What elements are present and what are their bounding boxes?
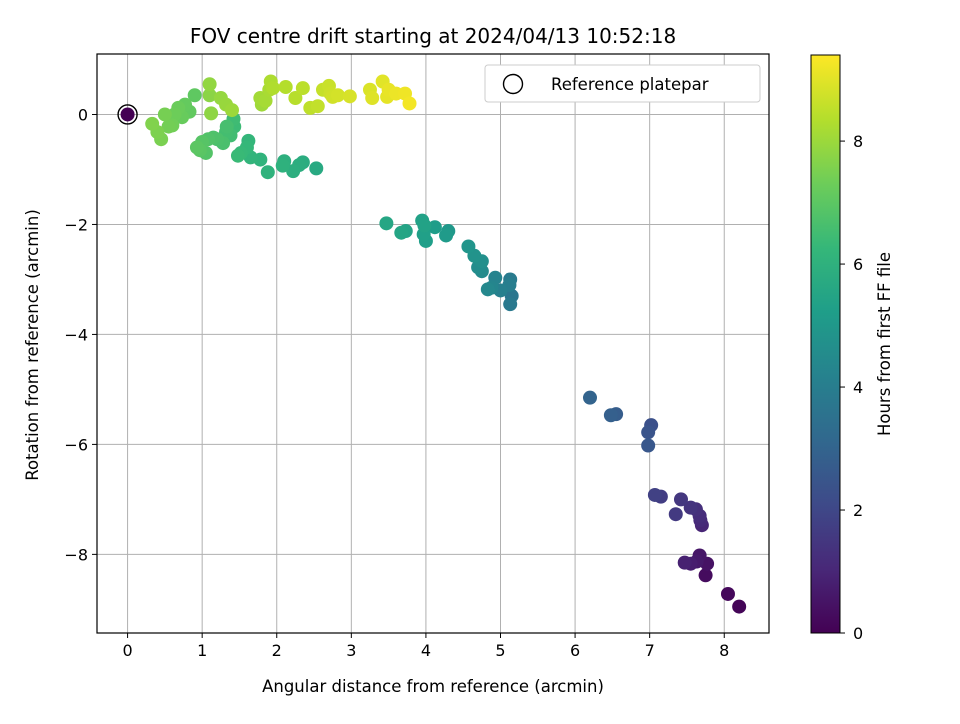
x-axis-label: Angular distance from reference (arcmin) bbox=[262, 677, 604, 696]
data-point bbox=[258, 93, 273, 108]
colorbar-tick-label: 2 bbox=[853, 501, 863, 520]
x-tick-label: 4 bbox=[421, 641, 431, 660]
data-point bbox=[461, 239, 476, 254]
colorbar-tick-label: 4 bbox=[853, 378, 863, 397]
data-point bbox=[641, 425, 656, 440]
data-point bbox=[187, 88, 202, 103]
data-point bbox=[427, 220, 442, 235]
legend: Reference platepar bbox=[484, 64, 761, 103]
y-tick-label: 0 bbox=[78, 105, 88, 124]
data-point bbox=[202, 88, 217, 103]
x-tick-label: 7 bbox=[645, 641, 655, 660]
colorbar: 0 2 4 6 8 Hours from first FF file bbox=[810, 54, 894, 643]
data-point bbox=[189, 140, 204, 155]
plot-frame bbox=[96, 53, 770, 634]
data-point bbox=[668, 507, 683, 522]
data-point bbox=[402, 96, 417, 111]
x-axis-ticks: 0 1 2 3 4 5 6 7 8 bbox=[122, 633, 729, 660]
x-tick-label: 2 bbox=[272, 641, 282, 660]
colorbar-tick-label: 0 bbox=[853, 624, 863, 643]
colorbar-ticks: 0 2 4 6 8 bbox=[840, 132, 863, 643]
data-point bbox=[204, 106, 219, 121]
data-point bbox=[582, 390, 597, 405]
y-tick-label: −6 bbox=[64, 435, 88, 454]
colorbar-tick-label: 6 bbox=[853, 255, 863, 274]
colorbar-tick-label: 8 bbox=[853, 132, 863, 151]
data-point bbox=[417, 218, 432, 233]
x-tick-label: 5 bbox=[495, 641, 505, 660]
data-point bbox=[286, 164, 301, 179]
legend-label-reference: Reference platepar bbox=[551, 75, 709, 94]
data-point bbox=[379, 216, 394, 231]
data-point bbox=[202, 77, 217, 92]
data-point bbox=[330, 88, 345, 103]
data-point bbox=[161, 119, 176, 134]
data-point bbox=[342, 89, 357, 104]
data-point bbox=[309, 161, 324, 176]
chart-title: FOV centre drift starting at 2024/04/13 … bbox=[190, 24, 676, 48]
colorbar-label: Hours from first FF file bbox=[875, 252, 894, 436]
data-point bbox=[732, 599, 747, 614]
data-point bbox=[647, 487, 662, 502]
data-point bbox=[266, 81, 281, 96]
data-point bbox=[603, 408, 618, 423]
legend-marker-reference bbox=[502, 73, 524, 95]
data-point bbox=[720, 586, 735, 601]
data-point bbox=[278, 79, 293, 94]
data-point bbox=[224, 103, 239, 118]
y-axis-label: Rotation from reference (arcmin) bbox=[23, 209, 42, 481]
data-point bbox=[288, 90, 303, 105]
data-point bbox=[503, 297, 518, 312]
x-tick-label: 3 bbox=[346, 641, 356, 660]
x-tick-label: 1 bbox=[197, 641, 207, 660]
y-axis-ticks: 0 −2 −4 −6 −8 bbox=[64, 105, 97, 564]
y-tick-label: −4 bbox=[64, 325, 88, 344]
colorbar-gradient bbox=[810, 54, 841, 634]
data-point bbox=[365, 90, 380, 105]
data-point bbox=[677, 555, 692, 570]
data-point bbox=[641, 438, 656, 453]
y-tick-label: −8 bbox=[64, 545, 88, 564]
y-tick-label: −2 bbox=[64, 215, 88, 234]
data-point bbox=[167, 107, 182, 122]
data-point bbox=[394, 225, 409, 240]
legend-box bbox=[484, 64, 761, 103]
x-tick-label: 6 bbox=[570, 641, 580, 660]
x-tick-label: 0 bbox=[122, 641, 132, 660]
grid bbox=[97, 54, 769, 633]
data-point bbox=[698, 568, 713, 583]
data-point bbox=[230, 148, 245, 163]
data-point bbox=[683, 500, 698, 515]
data-point bbox=[295, 81, 310, 96]
data-point bbox=[275, 158, 290, 173]
scatter-points bbox=[117, 74, 747, 614]
data-point bbox=[219, 119, 234, 134]
data-point bbox=[260, 165, 275, 180]
data-point bbox=[439, 228, 454, 243]
data-point bbox=[145, 116, 160, 131]
data-point bbox=[120, 107, 135, 122]
x-tick-label: 8 bbox=[719, 641, 729, 660]
data-point bbox=[310, 99, 325, 114]
data-point bbox=[480, 282, 495, 297]
data-point bbox=[157, 107, 172, 122]
reference-platepar-marker bbox=[117, 104, 138, 125]
data-point bbox=[673, 492, 688, 507]
